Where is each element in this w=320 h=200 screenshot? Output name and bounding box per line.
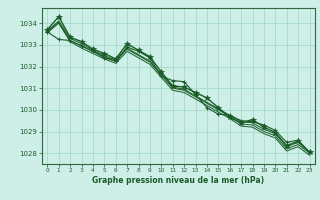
X-axis label: Graphe pression niveau de la mer (hPa): Graphe pression niveau de la mer (hPa)	[92, 176, 264, 185]
